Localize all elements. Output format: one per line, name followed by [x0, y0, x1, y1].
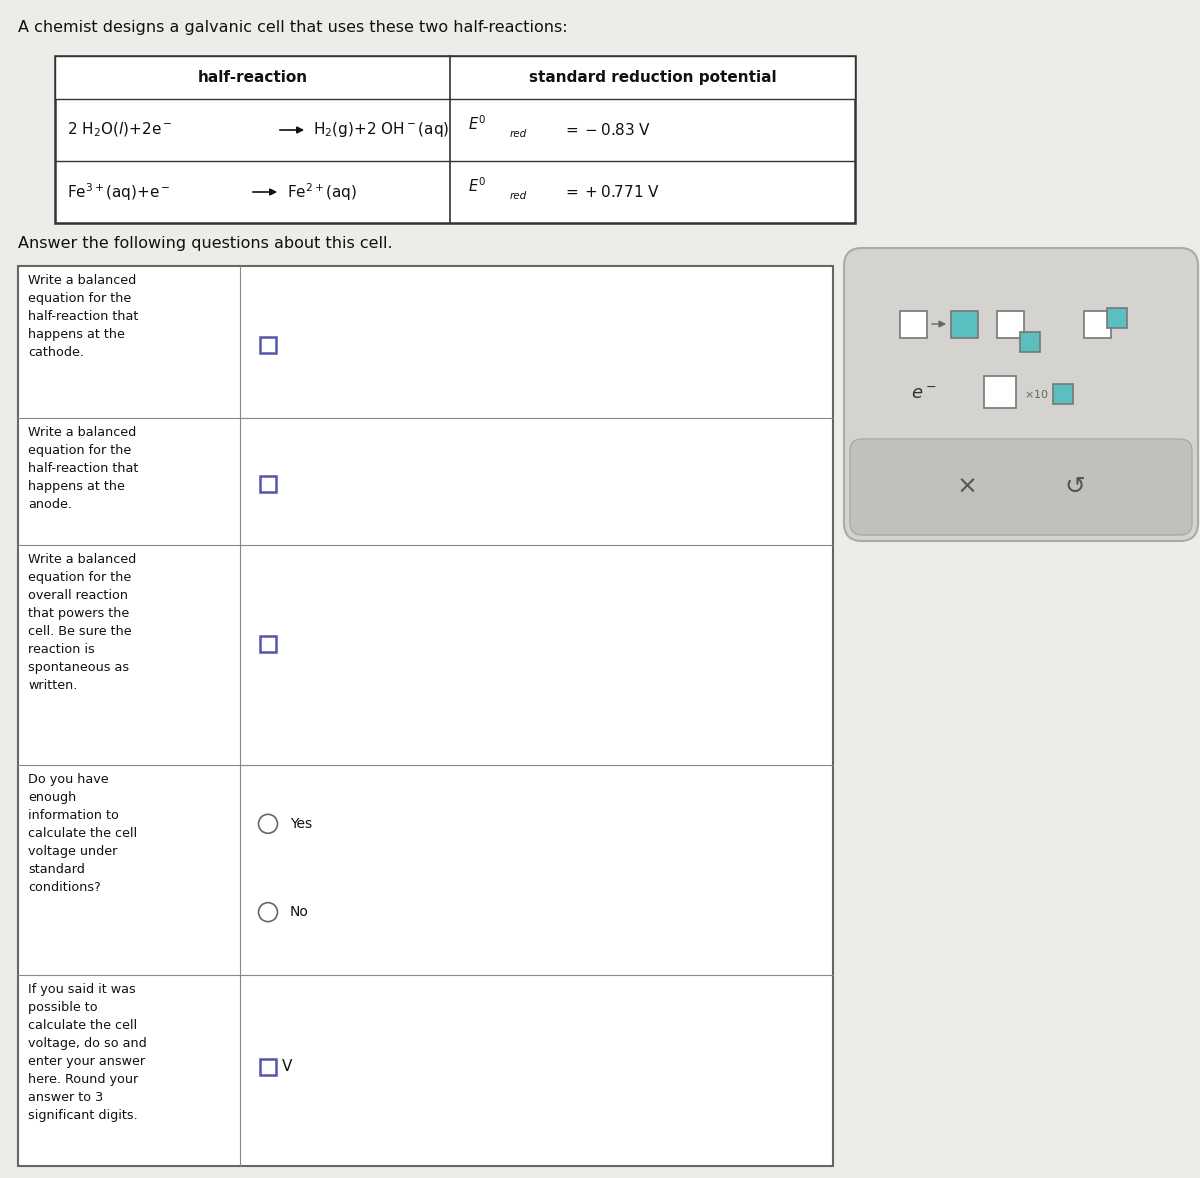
Text: $E^0$: $E^0$	[468, 177, 486, 196]
Text: If you said it was
possible to
calculate the cell
voltage, do so and
enter your : If you said it was possible to calculate…	[28, 984, 146, 1123]
Bar	[1020, 332, 1040, 352]
Text: $= +0.771$ V: $= +0.771$ V	[563, 184, 660, 200]
Bar	[55, 57, 854, 99]
Text: H$_2$(g)+2 OH$^-$(aq): H$_2$(g)+2 OH$^-$(aq)	[313, 120, 450, 139]
Text: Do you have
enough
information to
calculate the cell
voltage under
standard
cond: Do you have enough information to calcul…	[28, 773, 137, 894]
Bar	[984, 376, 1016, 408]
Text: V: V	[282, 1059, 293, 1074]
Text: $E^0$: $E^0$	[468, 114, 486, 133]
Bar	[1054, 384, 1073, 404]
Text: 2 H$_2$O($\it{l}$)+2e$^-$: 2 H$_2$O($\it{l}$)+2e$^-$	[67, 121, 173, 139]
Bar	[259, 636, 276, 653]
Text: $\times$10: $\times$10	[1024, 388, 1049, 401]
Bar	[952, 311, 978, 338]
Text: $= -0.83$ V: $= -0.83$ V	[563, 123, 652, 138]
FancyBboxPatch shape	[850, 439, 1192, 535]
Text: Write a balanced
equation for the
overall reaction
that powers the
cell. Be sure: Write a balanced equation for the overal…	[28, 552, 137, 691]
Text: ×: ×	[956, 475, 978, 499]
Text: Write a balanced
equation for the
half-reaction that
happens at the
cathode.: Write a balanced equation for the half-r…	[28, 274, 138, 359]
Text: No: No	[290, 905, 308, 919]
Text: Write a balanced
equation for the
half-reaction that
happens at the
anode.: Write a balanced equation for the half-r…	[28, 425, 138, 510]
Text: half-reaction: half-reaction	[198, 70, 307, 85]
Text: Fe$^{2+}$(aq): Fe$^{2+}$(aq)	[287, 181, 358, 203]
Bar	[1108, 307, 1127, 327]
Text: $e^-$: $e^-$	[911, 385, 937, 403]
Bar	[259, 1059, 276, 1076]
Bar	[259, 337, 276, 353]
Text: red: red	[510, 130, 527, 139]
Bar	[1084, 311, 1111, 338]
Bar	[997, 311, 1024, 338]
FancyBboxPatch shape	[844, 249, 1198, 541]
Bar	[55, 57, 854, 223]
Text: A chemist designs a galvanic cell that uses these two half-reactions:: A chemist designs a galvanic cell that u…	[18, 20, 568, 35]
Text: Yes: Yes	[290, 816, 312, 830]
Circle shape	[258, 814, 277, 833]
Text: Answer the following questions about this cell.: Answer the following questions about thi…	[18, 236, 392, 251]
Text: ↺: ↺	[1064, 475, 1086, 499]
Text: Fe$^{3+}$(aq)+e$^-$: Fe$^{3+}$(aq)+e$^-$	[67, 181, 170, 203]
Text: standard reduction potential: standard reduction potential	[529, 70, 776, 85]
Bar	[900, 311, 928, 338]
Bar	[18, 266, 833, 1166]
Bar	[259, 476, 276, 492]
Text: red: red	[510, 191, 527, 201]
Circle shape	[258, 902, 277, 921]
